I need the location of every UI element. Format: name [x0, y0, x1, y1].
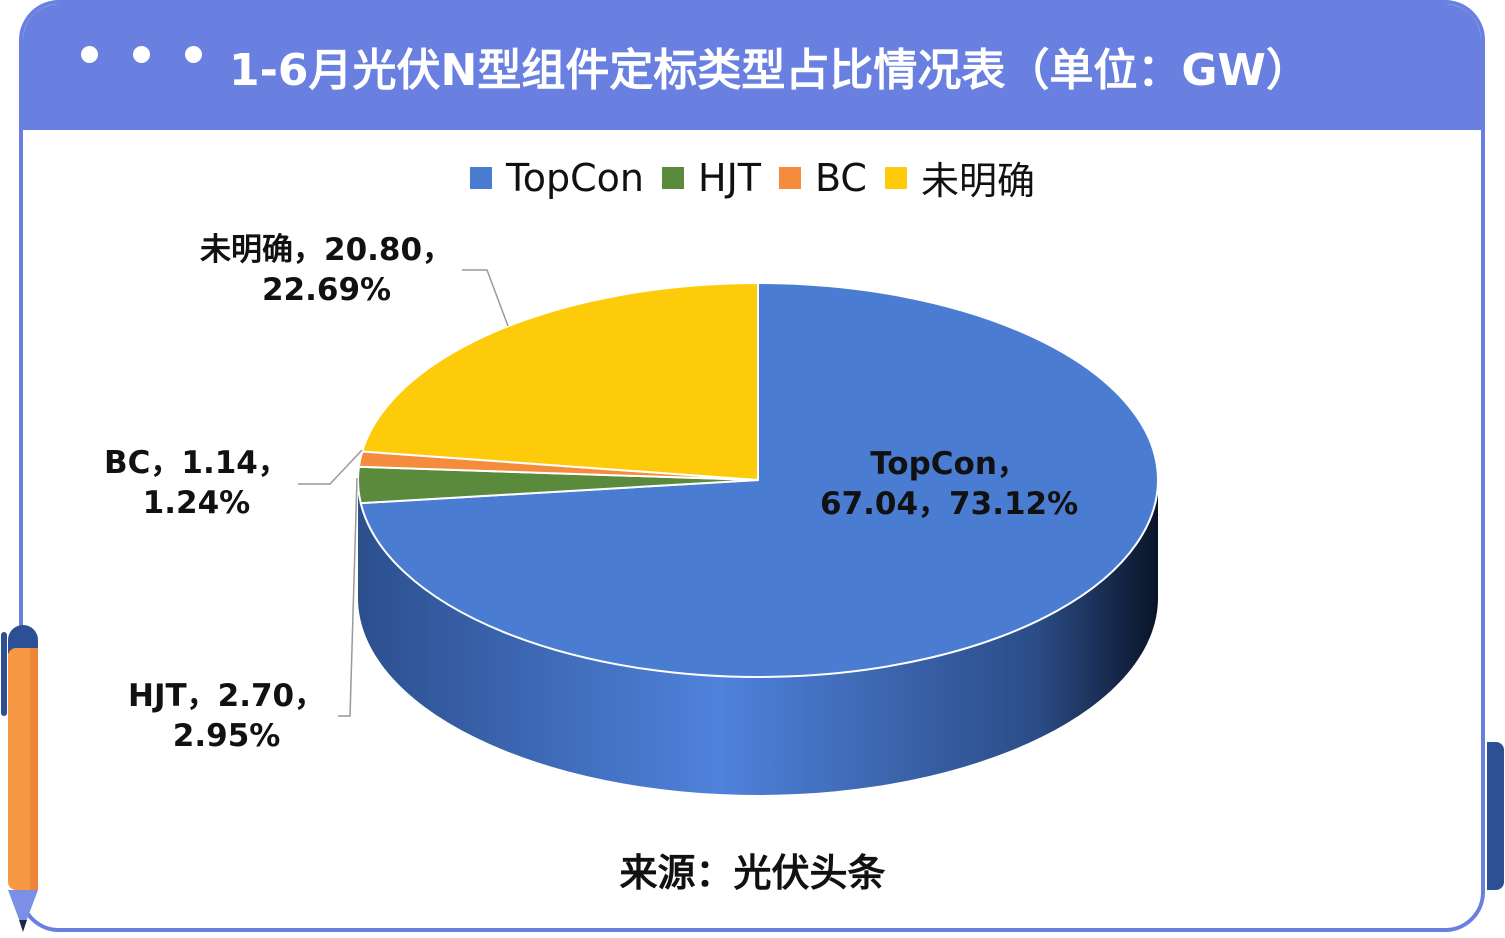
legend-label: 未明确 — [920, 159, 1035, 203]
legend-item-unknown: 未明确 — [884, 150, 1035, 205]
legend-swatch — [470, 166, 493, 189]
data-label-hjt: HJT，2.70， 2.95% — [128, 676, 325, 756]
label-line: BC，1.14， — [104, 445, 289, 481]
data-label-unknown: 未明确，20.80， 22.69% — [200, 230, 453, 310]
label-line: 2.95% — [172, 718, 281, 754]
label-line: HJT，2.70， — [128, 678, 326, 714]
legend-label: BC — [815, 155, 867, 200]
legend-item-bc: BC — [779, 150, 867, 205]
legend-swatch — [779, 166, 802, 189]
dot-icon — [133, 46, 150, 63]
legend-item-topcon: TopCon — [470, 150, 644, 205]
label-line: 67.04，73.12% — [820, 486, 1079, 522]
pie-side-wall — [358, 480, 1158, 795]
dot-icon — [185, 46, 202, 63]
label-line: 22.69% — [261, 272, 392, 308]
side-tab — [1487, 742, 1504, 890]
title-bar: 1-6月光伏N型组件定标类型占比情况表（单位：GW） — [23, 4, 1481, 130]
legend-swatch — [662, 166, 685, 189]
chart-title: 1-6月光伏N型组件定标类型占比情况表（单位：GW） — [229, 45, 1310, 96]
pen-icon — [1, 625, 38, 932]
label-line: 未明确，20.80， — [200, 232, 454, 268]
pie-slice-unknown[interactable] — [360, 281, 759, 482]
source-note: 来源：光伏头条 — [619, 851, 886, 895]
pie-slice-topcon[interactable] — [359, 281, 1159, 678]
data-label-topcon: TopCon， 67.04，73.12% — [820, 444, 1078, 524]
leader-line-bc — [298, 449, 363, 485]
dot-icon — [81, 46, 98, 63]
legend-label: TopCon — [506, 155, 645, 200]
leader-line-hjt — [338, 477, 358, 717]
data-label-bc: BC，1.14， 1.24% — [104, 443, 289, 523]
legend: TopCon HJT BC 未明确 — [0, 150, 1505, 205]
label-line: TopCon， — [870, 446, 1028, 482]
legend-label: HJT — [698, 155, 762, 200]
label-line: 1.24% — [142, 485, 251, 521]
leader-line-unknown — [462, 269, 509, 327]
legend-item-hjt: HJT — [662, 150, 761, 205]
legend-swatch — [884, 166, 907, 189]
